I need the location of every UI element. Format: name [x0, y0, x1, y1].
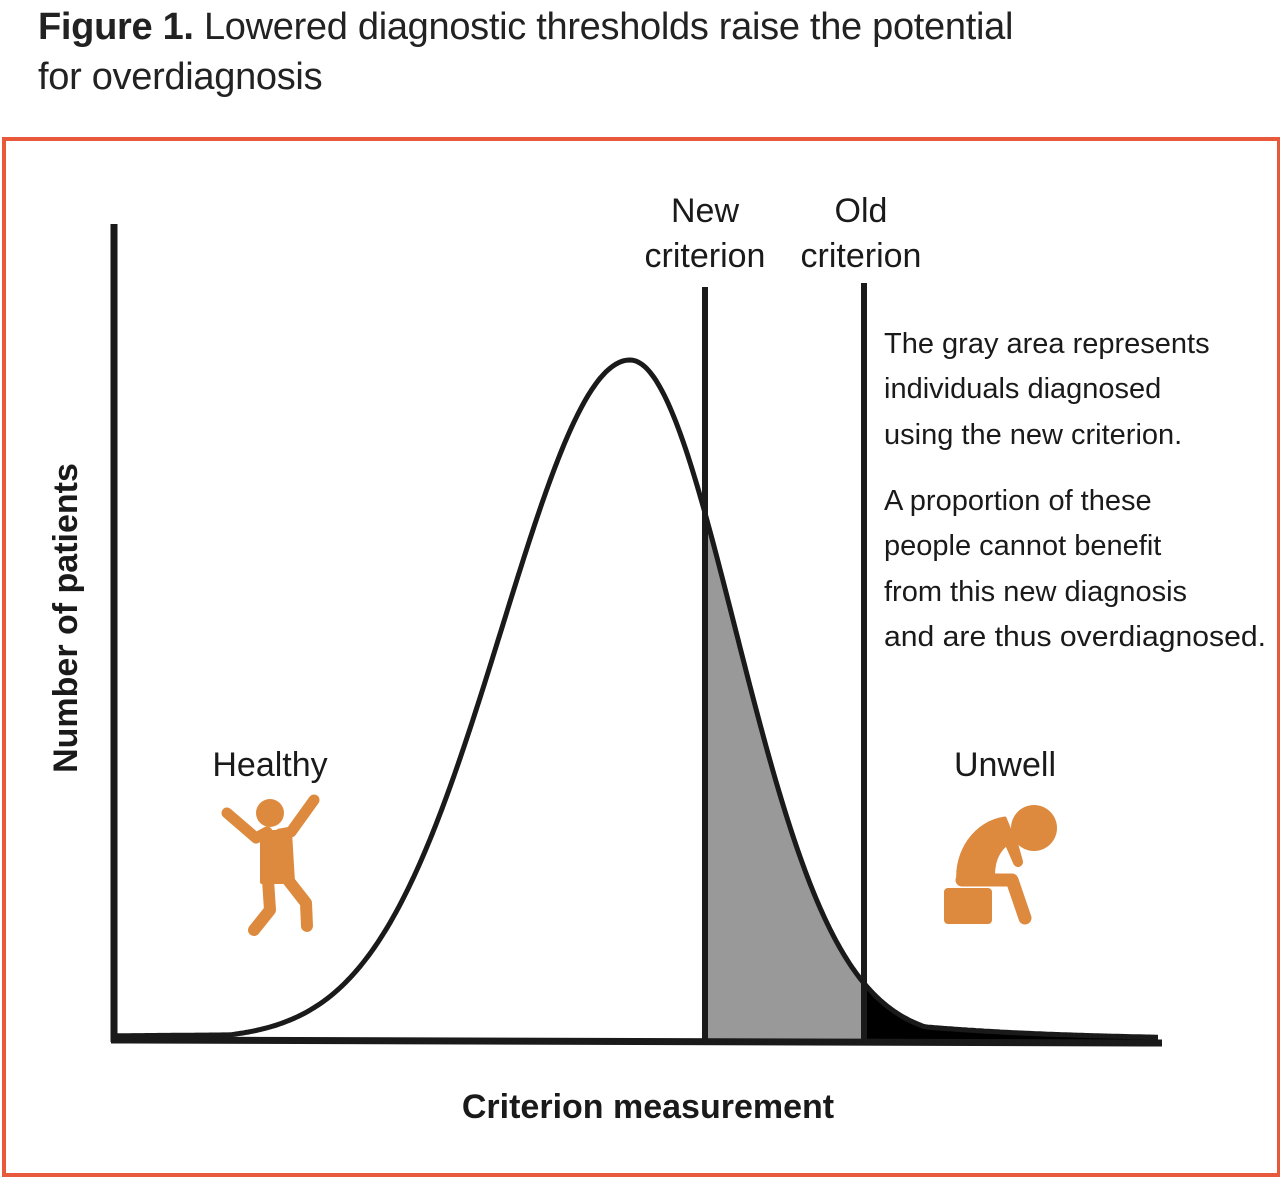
healthy-label: Healthy	[212, 746, 327, 784]
annotation-p1-line3: using the new criterion.	[884, 419, 1182, 451]
old-criterion-label-line2: criterion	[801, 237, 922, 275]
unwell-label: Unwell	[954, 746, 1056, 784]
black-area-old-diagnoses	[864, 983, 1158, 1040]
annotation-p2-line1: A proportion of these	[884, 485, 1152, 517]
figure-frame	[2, 137, 1280, 1177]
annotation-p2-line2: people cannot benefit	[884, 530, 1161, 562]
happy-person-icon	[221, 794, 320, 936]
y-axis-label: Number of patients	[47, 463, 85, 773]
annotation-p2-line3: from this new diagnosis	[884, 576, 1187, 608]
x-axis	[110, 1036, 1163, 1047]
figure-title-line2: for overdiagnosis	[38, 56, 323, 98]
new-criterion-label-line1: New	[671, 192, 739, 230]
figure-label: Figure 1.	[38, 6, 194, 48]
annotation-p2-line4: and are thus overdiagnosed.	[884, 621, 1266, 653]
annotation-p1-line2: individuals diagnosed	[884, 373, 1161, 405]
new-criterion-label-line2: criterion	[645, 237, 766, 275]
figure-title: Figure 1. Lowered diagnostic thresholds …	[38, 2, 1238, 102]
old-criterion-label-line1: Old	[835, 192, 888, 230]
figure-title-line1: Lowered diagnostic thresholds raise the …	[203, 6, 1014, 48]
sad-seated-person-icon	[944, 805, 1057, 925]
x-axis-label: Criterion measurement	[462, 1088, 834, 1126]
annotation-p1-line1: The gray area represents	[884, 328, 1210, 360]
gray-area-new-diagnoses	[705, 513, 864, 1040]
distribution-curve	[114, 357, 1158, 1040]
